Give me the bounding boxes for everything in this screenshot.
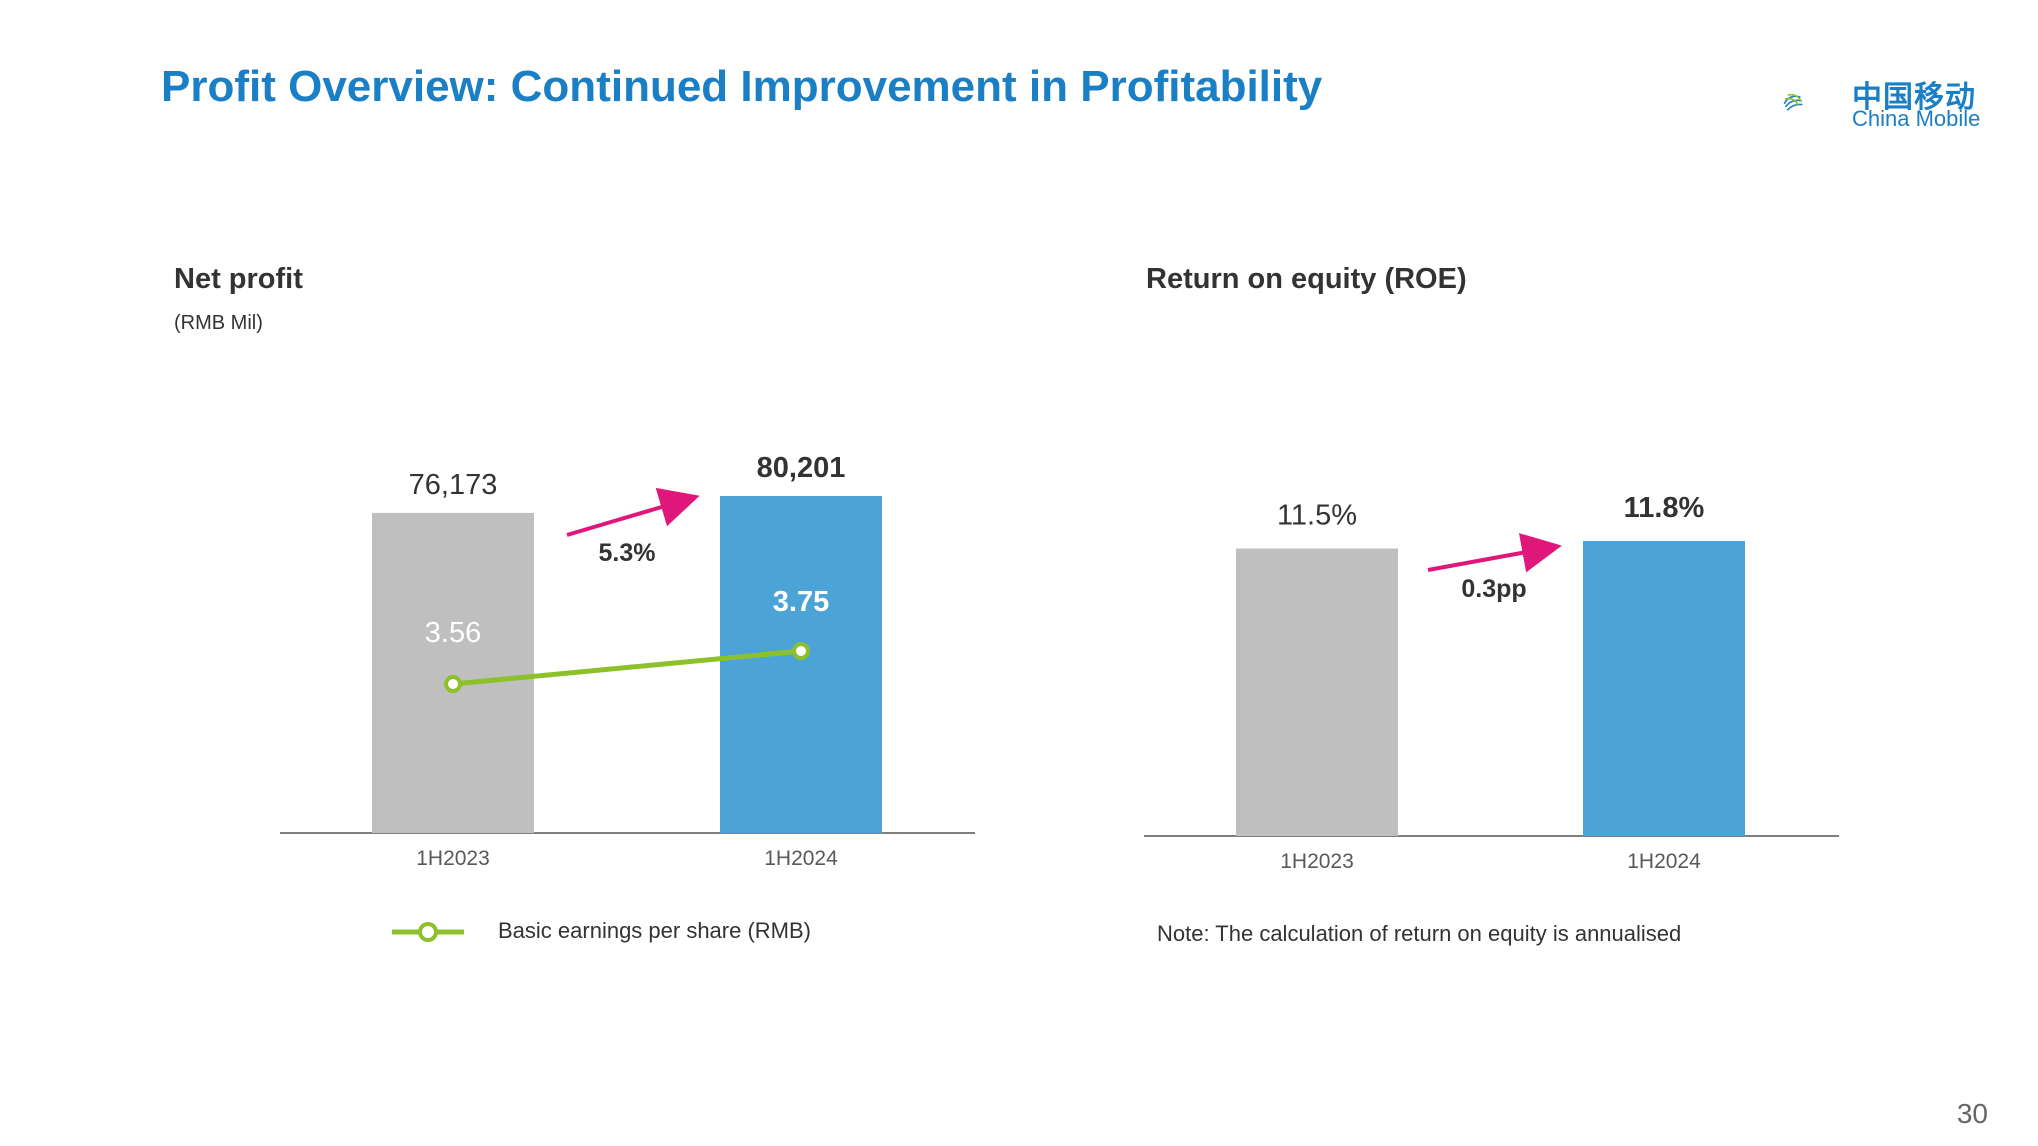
bar-1h2024 (720, 496, 882, 833)
value-label-1h2024: 80,201 (757, 452, 846, 484)
eps-point-1h2024 (792, 642, 810, 660)
category-label-1h2024: 1H2024 (764, 847, 838, 870)
growth-arrow (1427, 533, 1562, 573)
roe-title: Return on equity (ROE) (1146, 263, 1467, 295)
eps-legend-label: Basic earnings per share (RMB) (498, 918, 812, 943)
eps-legend-icon (392, 922, 464, 942)
value-label-1h2023: 76,173 (409, 469, 498, 501)
page-number: 30 (1956, 1098, 1988, 1129)
logo-chinese-text: 中国移动 (1852, 81, 1976, 114)
eps-label-1h2024: 3.75 (773, 586, 829, 618)
bar-1h2024 (1583, 541, 1745, 836)
eps-point-1h2023 (444, 675, 462, 693)
bar-1h2023 (1236, 548, 1398, 836)
roe-note: Note: The calculation of return on equit… (1157, 921, 1682, 946)
category-label-1h2024: 1H2024 (1627, 850, 1701, 873)
net-profit-unit: (RMB Mil) (174, 312, 263, 334)
growth-label: 0.3pp (1461, 575, 1526, 603)
category-label-1h2023: 1H2023 (1280, 850, 1354, 873)
net-profit-chart: 76,173 80,201 1H2023 1H2024 5.3% 3.56 3.… (280, 452, 975, 870)
category-label-1h2023: 1H2023 (416, 847, 490, 870)
growth-arrow (566, 487, 700, 537)
bar-1h2023 (372, 512, 534, 833)
growth-label: 5.3% (599, 539, 656, 567)
net-profit-title: Net profit (174, 263, 303, 295)
logo-english-text: China Mobile (1852, 106, 1981, 131)
china-mobile-logo-icon (1783, 93, 1803, 111)
value-label-1h2024: 11.8% (1624, 492, 1705, 524)
value-label-1h2023: 11.5% (1277, 500, 1357, 532)
page-title: Profit Overview: Continued Improvement i… (161, 62, 1323, 111)
roe-chart: 11.5% 11.8% 1H2023 1H2024 0.3pp (1144, 492, 1839, 873)
eps-line (452, 648, 802, 687)
eps-label-1h2023: 3.56 (425, 617, 481, 649)
